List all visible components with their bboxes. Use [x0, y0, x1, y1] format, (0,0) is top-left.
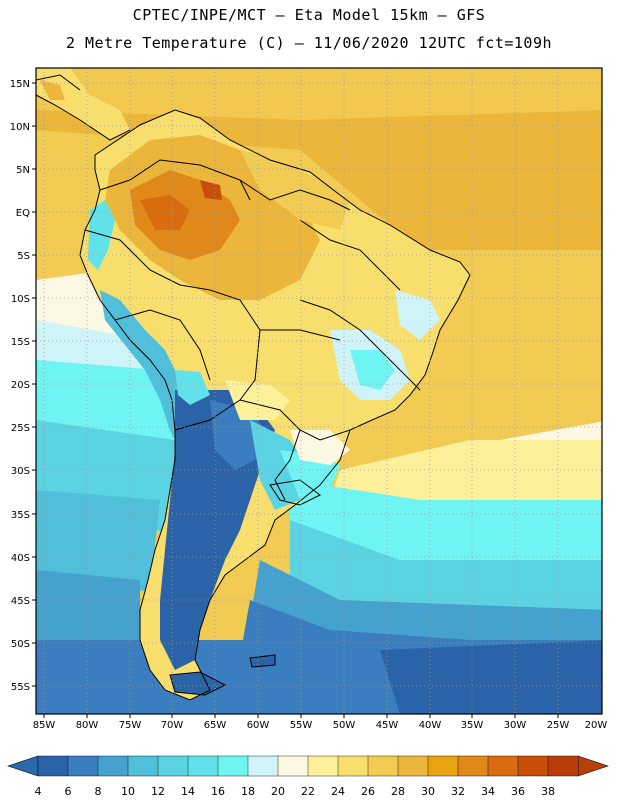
colorbar-swatch — [547, 755, 579, 777]
lon-label: 85W — [33, 720, 56, 731]
colorbar-label: 22 — [301, 785, 315, 798]
country-borders — [36, 74, 471, 701]
longitude-labels: 85W 80W 75W 70W 65W 60W 55W 50W 45W 40W … — [33, 720, 608, 731]
lon-label: 80W — [76, 720, 99, 731]
colorbar-label: 16 — [211, 785, 225, 798]
colorbar-label: 32 — [451, 785, 465, 798]
lon-label: 25W — [547, 720, 570, 731]
colorbar-label: 26 — [361, 785, 375, 798]
latitude-labels: 15N 10N 5N EQ 5S 10S 15S 20S 25S 30S 35S… — [10, 79, 30, 693]
lat-label: 40S — [11, 553, 30, 564]
colorbar-swatch — [337, 755, 369, 777]
lat-label: 15S — [11, 337, 30, 348]
lat-label: 15N — [10, 79, 30, 90]
colorbar-label: 6 — [65, 785, 72, 798]
colorbar-label: 20 — [271, 785, 285, 798]
colorbar-swatch — [187, 755, 219, 777]
lat-label: 55S — [11, 682, 30, 693]
colorbar-label: 38 — [541, 785, 555, 798]
colorbar-swatch — [37, 755, 69, 777]
lat-label: 10S — [11, 294, 30, 305]
map-title-line1: CPTEC/INPE/MCT – Eta Model 15km – GFS — [132, 6, 486, 24]
colorbar-swatch — [457, 755, 489, 777]
colorbar-swatch — [307, 755, 339, 777]
colorbar-swatch — [97, 755, 129, 777]
colorbar-swatch — [217, 755, 249, 777]
colorbar-label: 8 — [95, 785, 102, 798]
colorbar-swatch — [127, 755, 159, 777]
colorbar-label: 14 — [181, 785, 195, 798]
map-frame — [35, 67, 603, 715]
map-title-line2: 2 Metre Temperature (C) – 11/06/2020 12U… — [65, 34, 553, 52]
lat-label: 20S — [11, 380, 30, 391]
lat-label: 25S — [11, 423, 30, 434]
colorbar: 4 6 8 10 12 14 16 18 20 22 24 26 28 30 32 34 36 38 — [7, 755, 609, 798]
lon-label: 75W — [119, 720, 142, 731]
lat-label: 35S — [11, 510, 30, 521]
colorbar-swatch — [277, 755, 309, 777]
colorbar-label: 4 — [35, 785, 42, 798]
lon-label: 70W — [161, 720, 184, 731]
colorbar-label: 36 — [511, 785, 525, 798]
lat-label: 5N — [16, 165, 30, 176]
colorbar-swatch — [427, 755, 459, 777]
lat-label: EQ — [16, 208, 30, 219]
colorbar-swatch — [67, 755, 99, 777]
colorbar-swatch — [517, 755, 549, 777]
colorbar-over-arrow — [577, 755, 609, 777]
lon-label: 65W — [204, 720, 227, 731]
lat-label: 50S — [11, 639, 30, 650]
colorbar-label: 12 — [151, 785, 165, 798]
colorbar-label: 24 — [331, 785, 345, 798]
lon-label: 50W — [333, 720, 356, 731]
colorbar-under-arrow — [7, 755, 39, 777]
lat-label: 30S — [11, 466, 30, 477]
colorbar-swatch — [247, 755, 279, 777]
axis-ticks — [32, 82, 559, 718]
lon-label: 55W — [290, 720, 313, 731]
colorbar-label: 18 — [241, 785, 255, 798]
lon-label: 60W — [247, 720, 270, 731]
colorbar-label: 30 — [421, 785, 435, 798]
lon-label: 40W — [419, 720, 442, 731]
temperature-field — [36, 68, 602, 714]
colorbar-swatch — [487, 755, 519, 777]
colorbar-swatch — [367, 755, 399, 777]
colorbar-label: 34 — [481, 785, 495, 798]
lon-label: 35W — [461, 720, 484, 731]
lat-label: 5S — [17, 251, 30, 262]
lat-label: 45S — [11, 596, 30, 607]
colorbar-swatch — [397, 755, 429, 777]
lon-label: 20W — [585, 720, 608, 731]
colorbar-label: 28 — [391, 785, 405, 798]
lon-label: 30W — [504, 720, 527, 731]
lat-label: 10N — [10, 122, 30, 133]
colorbar-swatch — [157, 755, 189, 777]
lon-label: 45W — [376, 720, 399, 731]
colorbar-label: 10 — [121, 785, 135, 798]
